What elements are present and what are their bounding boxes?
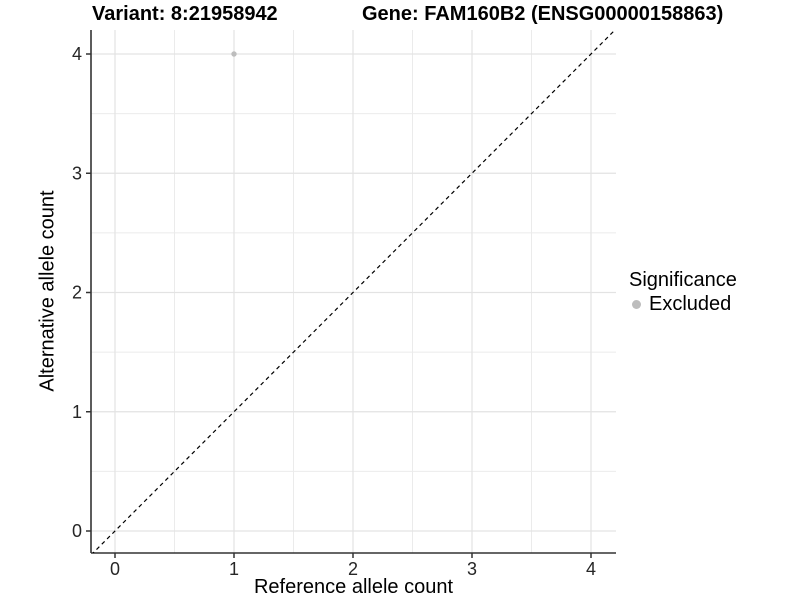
variant-title: Variant: 8:21958942: [92, 3, 278, 25]
x-axis-title: Reference allele count: [253, 576, 453, 598]
excluded-dot-icon: [632, 299, 641, 309]
x-axis-ticks: 0 1 2 3 4: [110, 553, 596, 579]
x-tick-label: 4: [586, 559, 596, 579]
gene-title: Gene: FAM160B2 (ENSG00000158863): [362, 3, 724, 25]
gridlines-major: [91, 30, 616, 553]
y-tick-label: 0: [72, 521, 82, 541]
y-axis-ticks: 0 1 2 3 4: [72, 44, 91, 541]
data-points: [231, 51, 237, 57]
y-tick-label: 2: [72, 283, 82, 303]
identity-dashed-line: [92, 30, 616, 553]
x-tick-label: 1: [229, 559, 239, 579]
data-point: [231, 51, 237, 57]
y-tick-label: 1: [72, 402, 82, 422]
y-tick-label: 4: [72, 44, 82, 64]
x-tick-label: 3: [467, 559, 477, 579]
legend-item-excluded: Excluded: [629, 292, 737, 316]
legend-item-label: Excluded: [649, 293, 732, 315]
x-tick-label: 0: [110, 559, 120, 579]
legend: Significance Excluded: [629, 268, 737, 316]
legend-title: Significance: [629, 269, 737, 291]
y-axis-title: Alternative allele count: [36, 190, 59, 392]
legend-key: [624, 292, 649, 316]
x-tick-label: 2: [348, 559, 358, 579]
y-tick-label: 3: [72, 163, 82, 183]
